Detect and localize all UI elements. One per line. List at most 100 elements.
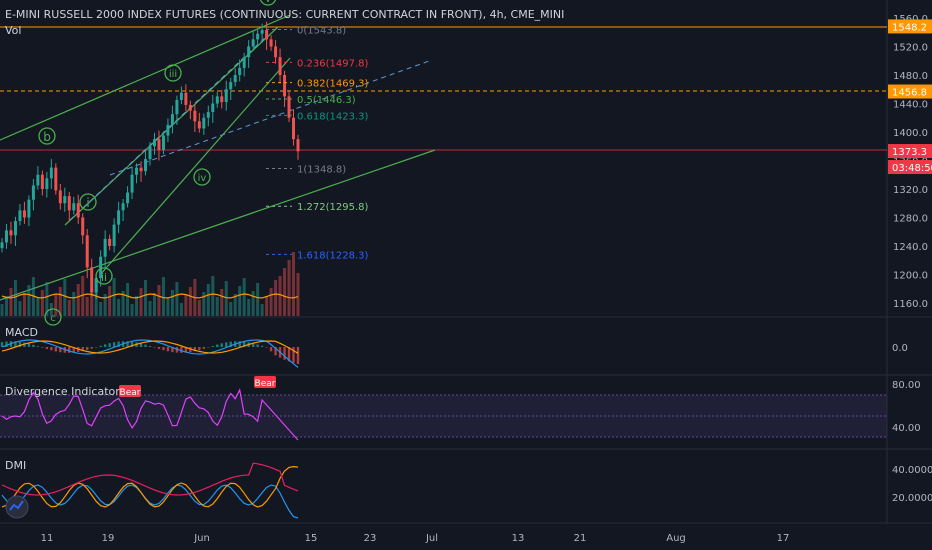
volume-bar — [99, 302, 103, 316]
volume-bar — [188, 287, 192, 316]
macd-bar — [14, 341, 17, 347]
candle-body — [220, 96, 224, 103]
macd-bar — [251, 343, 255, 347]
candle-body — [251, 39, 255, 47]
candle-body — [99, 256, 103, 279]
fib-label: 1.618(1228.3) — [297, 250, 369, 261]
candle-body — [224, 89, 228, 103]
volume-bar — [242, 278, 246, 316]
time-tick: 13 — [512, 533, 525, 544]
macd-bar — [162, 347, 165, 351]
candle-body — [184, 92, 188, 105]
time-axis[interactable]: 11 19 Jun 15 23 Jul 13 21 Aug 17 — [41, 533, 790, 544]
dmi-plus-line — [1, 484, 299, 519]
dmi-tick-20: 20.0000 — [892, 493, 932, 504]
macd-bar — [139, 343, 143, 347]
macd-bar — [32, 344, 35, 347]
macd-bar — [23, 342, 26, 347]
bear-signal-2[interactable]: Bear — [254, 376, 276, 389]
volume-bar — [9, 288, 13, 316]
candle-body — [202, 117, 206, 129]
candle-body — [175, 99, 179, 115]
time-tick: 11 — [41, 533, 54, 544]
svg-text:ii: ii — [101, 271, 107, 284]
price-tick: 1240.0 — [893, 242, 928, 253]
svg-text:Bear: Bear — [120, 388, 141, 398]
candle-body — [36, 174, 40, 186]
volume-bar — [197, 300, 201, 316]
candle-body — [22, 210, 26, 218]
dmi-tick-40: 40.0000 — [892, 465, 932, 476]
volume-bar — [269, 288, 273, 316]
candle-body — [161, 135, 165, 150]
bear-signal-1[interactable]: Bear — [119, 385, 141, 398]
svg-text:1548.2: 1548.2 — [892, 22, 927, 33]
volume-bar — [40, 290, 44, 316]
candle-body — [229, 82, 233, 90]
divergence-label: Divergence Indicator — [5, 385, 120, 398]
macd-bar — [220, 343, 223, 347]
volume-bar — [36, 298, 40, 316]
macd-bar — [238, 341, 241, 347]
volume-bar — [229, 302, 233, 316]
trendline-upper[interactable] — [64, 26, 279, 226]
macd-bar — [68, 347, 71, 353]
tradingview-logo[interactable] — [5, 495, 29, 519]
candle-body — [260, 30, 264, 34]
volume-bars — [0, 252, 300, 316]
candle-body — [49, 167, 53, 179]
volume-bar — [22, 293, 26, 316]
macd-bar — [171, 347, 174, 353]
macd-bar — [0, 342, 4, 347]
candle-body — [144, 159, 148, 172]
price-candles[interactable] — [0, 21, 300, 299]
macd-bar — [193, 347, 197, 352]
macd-bar — [90, 347, 93, 349]
price-tick: 1480.0 — [893, 71, 928, 82]
candle-body — [4, 230, 8, 243]
fibonacci-levels[interactable]: 0(1543.8) 0.236(1497.8) 0.382(1469.3) 0.5(1… — [266, 26, 369, 262]
svg-text:03:48:50: 03:48:50 — [892, 163, 932, 174]
time-tick: Jul — [425, 533, 438, 544]
macd-bar — [72, 347, 75, 353]
candle-body — [256, 33, 260, 40]
svg-text:iii: iii — [169, 69, 177, 80]
macd-bar — [207, 347, 210, 348]
volume-bar — [233, 294, 237, 316]
dmi-label: DMI — [5, 459, 26, 472]
volume-bar — [220, 289, 224, 316]
volume-bar — [63, 279, 67, 316]
divergence-tick-80: 80.00 — [892, 380, 921, 391]
volume-bar — [18, 301, 22, 316]
candle-body — [193, 110, 197, 122]
candle-body — [292, 117, 296, 140]
dashed-channel-lower[interactable] — [109, 59, 433, 176]
time-tick: 23 — [364, 533, 377, 544]
volume-bar — [121, 291, 125, 316]
volume-bar — [144, 280, 148, 316]
svg-text:iv: iv — [198, 173, 207, 184]
volume-bar — [170, 290, 174, 316]
candle-body — [18, 210, 22, 222]
macd-bar — [112, 342, 116, 347]
svg-text:Bear: Bear — [255, 379, 276, 389]
trendline-lower[interactable] — [0, 149, 436, 301]
macd-bar — [180, 347, 183, 353]
volume-bar — [211, 276, 215, 316]
macd-bar — [94, 347, 98, 348]
candle-body — [152, 139, 156, 147]
candle-body — [274, 46, 278, 58]
volume-bar — [112, 278, 116, 316]
volume-bar — [81, 276, 85, 316]
trendline-b[interactable] — [0, 14, 291, 141]
price-tick: 1200.0 — [893, 271, 928, 282]
volume-bar — [202, 292, 206, 316]
volume-bar — [139, 288, 143, 316]
macd-bar — [153, 347, 156, 348]
candle-body — [157, 139, 161, 150]
trendline-mid[interactable] — [99, 57, 291, 276]
wave-label-v: v — [259, 0, 277, 6]
volume-bar — [256, 283, 260, 316]
svg-text:1373.3: 1373.3 — [892, 147, 927, 158]
